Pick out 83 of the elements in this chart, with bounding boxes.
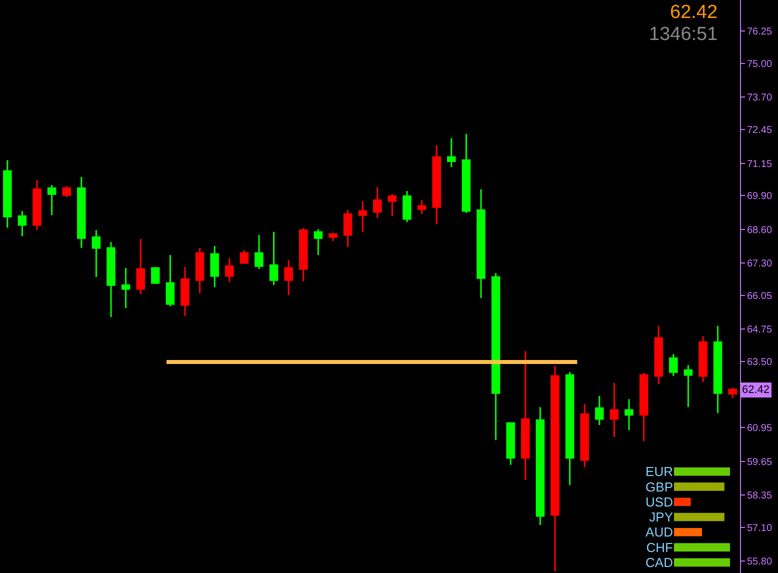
y-tick-label: EUR	[646, 464, 673, 480]
y-tick-label: 67.30	[747, 258, 772, 270]
y-tick-label: 76.25	[747, 26, 772, 38]
y-tick-label: CHF	[646, 540, 674, 555]
bar	[674, 558, 730, 567]
y-tick-label: 64.75	[747, 324, 772, 336]
candlestick	[521, 350, 530, 481]
candlestick	[432, 144, 441, 225]
y-tick-label: AUD	[646, 524, 673, 540]
candlestick	[402, 190, 412, 223]
y-tick-label: 63.50	[747, 357, 772, 368]
candlestick	[62, 185, 71, 198]
y-tick-label: 59.65	[747, 456, 772, 468]
candlestick	[565, 371, 574, 486]
y-tick-label: 58.35	[747, 490, 772, 502]
candlestick	[254, 234, 264, 270]
candlestick	[610, 382, 619, 438]
y-tick-label: USD	[646, 494, 673, 510]
candlestick	[195, 247, 204, 294]
candlestick	[269, 231, 278, 286]
bar	[674, 482, 724, 491]
candlestick	[106, 241, 116, 318]
candlestick	[314, 228, 323, 256]
y-tick-label: CAD	[646, 554, 673, 570]
candlestick	[462, 133, 471, 214]
candlestick	[284, 259, 293, 296]
bar	[674, 512, 724, 522]
y-tick-label: 68.60	[747, 224, 772, 236]
candlestick	[3, 159, 12, 229]
annotation: 1346:51	[649, 24, 718, 45]
y-tick-label: 75.00	[747, 58, 772, 70]
candlestick	[624, 398, 634, 431]
candlestick	[388, 193, 397, 217]
candlestick	[180, 266, 190, 317]
candlestick	[669, 353, 678, 377]
candlestick	[698, 335, 708, 383]
y-tick-label: JPY	[649, 510, 674, 525]
candlestick	[77, 176, 86, 249]
candlestick	[328, 232, 338, 242]
candlestick	[447, 137, 456, 168]
y-tick-label: 71.15	[747, 158, 772, 170]
candlestick	[32, 179, 42, 231]
candlestick	[240, 249, 249, 264]
y-tick-label: 69.90	[747, 191, 772, 202]
candlestick	[358, 200, 367, 233]
candlestick	[18, 210, 27, 237]
candlestick	[166, 254, 175, 307]
candlestick	[299, 227, 308, 282]
candlestick	[639, 372, 648, 442]
candlestick	[506, 422, 515, 466]
y-tick-label: 73.70	[747, 92, 772, 104]
candlestick	[121, 267, 130, 309]
bar	[674, 467, 730, 476]
candlestick	[151, 266, 160, 285]
bar	[674, 498, 691, 506]
annotation: 62.42	[670, 2, 718, 23]
bar	[674, 543, 730, 552]
candlestick	[491, 272, 500, 441]
candlestick	[684, 364, 693, 408]
candlestick	[373, 186, 382, 219]
candlestick	[417, 199, 426, 215]
candlestick	[595, 395, 604, 426]
candlestick	[654, 325, 663, 385]
candlestick	[580, 403, 589, 468]
candlestick	[728, 387, 737, 399]
y-tick-label: 62.42	[742, 384, 770, 396]
y-tick-label: 60.95	[747, 423, 772, 434]
candlestick	[713, 325, 722, 414]
candlestick	[92, 229, 101, 278]
candlestick	[225, 257, 234, 283]
candlestick	[47, 184, 56, 216]
candlestick	[536, 406, 545, 526]
y-tick-label: GBP	[646, 479, 673, 494]
y-tick-label: 55.80	[747, 556, 772, 568]
y-tick-label: 57.10	[747, 522, 772, 534]
candlestick	[136, 238, 145, 295]
y-tick-label: 72.45	[747, 125, 772, 136]
candlestick	[550, 365, 560, 572]
bar	[674, 528, 702, 536]
y-tick-label: 66.05	[747, 290, 772, 302]
candlestick	[210, 245, 219, 288]
candlestick	[476, 188, 486, 299]
candlestick	[343, 209, 352, 248]
